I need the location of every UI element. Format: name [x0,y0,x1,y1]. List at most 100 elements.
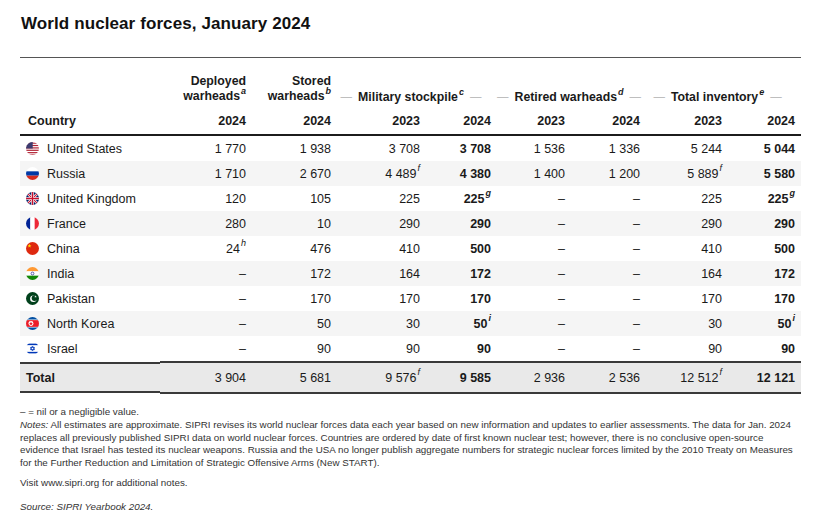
value-cell: 4 489f [331,161,420,186]
year-header: 2023 [640,108,722,135]
value-cell: 170 [331,286,420,311]
col-header-military-stockpile: — Military stockpilec — [331,58,491,109]
value-cell: – [160,311,246,336]
value-cell: 90 [420,336,491,362]
year-header: 2024 [246,108,331,135]
value-cell: – [565,311,640,336]
value-cell: 3 708 [331,135,420,161]
value-cell: 1 938 [246,135,331,161]
col-header-retired-warheads: —Retired warheadsd— [491,58,640,109]
footnote-marker: a [241,86,246,96]
dash-decoration: — [341,90,353,102]
dash-decoration: — [470,90,482,102]
country-cell: Russia [20,161,160,186]
table-row: Russia1 7102 6704 489f4 3801 4001 2005 8… [20,161,801,186]
value-cell: 476 [246,236,331,261]
source-note: Source: SIPRI Yearbook 2024. [20,501,801,513]
country-cell: Israel [20,336,160,361]
value-cell: 290 [331,211,420,236]
value-cell: 90 [246,336,331,362]
value-cell: 1 536 [491,135,565,161]
value-cell: 225 [640,186,722,211]
value-cell: – [491,261,565,286]
value-cell: 105 [246,186,331,211]
year-header: 2024 [565,108,640,135]
page: World nuclear forces, January 2024 Deplo… [0,0,820,514]
deployed-line1: Deployed [191,74,246,88]
value-cell: – [160,336,246,362]
country-name: Pakistan [47,292,95,306]
value-cell: – [491,336,565,362]
value-cell: 90 [640,336,722,362]
value-cell: 120 [160,186,246,211]
footnote-marker: c [459,87,464,97]
value-cell: 90 [722,336,801,362]
flag-us-icon [26,142,39,155]
value-cell: 2 936 [491,362,565,393]
value-cell: – [160,261,246,286]
value-cell: – [565,261,640,286]
value-cell: 50 [246,311,331,336]
value-cell: 225 [331,186,420,211]
value-cell: 500 [722,236,801,261]
value-cell: 1 200 [565,161,640,186]
country-name: Russia [47,167,85,181]
nuclear-forces-table: Deployed warheadsa Stored warheadsb —Mil… [20,57,801,394]
value-cell: 12 512f [640,362,722,393]
flag-il-icon [26,342,39,355]
footnote-marker: f [720,163,723,173]
value-cell: 170 [722,286,801,311]
value-cell: 30 [640,311,722,336]
footnotes: – = nil or a negligible value. Notes: Al… [20,406,801,514]
value-cell: 50i [722,311,801,336]
value-cell: 164 [640,261,722,286]
military-stockpile-label: Military stockpile [358,90,458,104]
notes-paragraph: Notes: All estimates are approximate. SI… [20,419,801,469]
dash-decoration: — [630,90,642,102]
country-name: Israel [47,342,78,356]
dash-decoration: — [653,90,665,102]
country-name: United States [47,142,122,156]
value-cell: – [565,336,640,362]
dash-decoration: — [770,90,782,102]
country-name: France [47,217,86,231]
value-cell: 1 770 [160,135,246,161]
footnote-marker: f [417,163,420,173]
value-cell: 30 [331,311,420,336]
value-cell: 290 [722,211,801,236]
country-cell: United States [20,136,160,161]
retired-warheads-label: Retired warheads [515,90,618,104]
country-name: China [47,242,80,256]
flag-ru-icon [26,167,39,180]
table-body: United States1 7701 9383 7083 7081 5361 … [20,135,801,393]
year-header: 2023 [491,108,565,135]
value-cell: 290 [640,211,722,236]
country-column-header: Country [20,108,160,135]
country-cell: Pakistan [20,286,160,311]
value-cell: 170 [246,286,331,311]
dash-decoration: — [497,90,509,102]
value-cell: 1 400 [491,161,565,186]
notes-label: Notes: [20,419,48,430]
deployed-line2: warheads [183,89,240,103]
table-row: France28010290290––290290 [20,211,801,236]
value-cell: 5 580 [722,161,801,186]
value-cell: 9 585 [420,362,491,393]
table-row: North Korea–503050i––3050i [20,311,801,336]
visit-note: Visit www.sipri.org for additional notes… [20,477,801,489]
year-header: 2023 [331,108,420,135]
country-name: India [47,267,74,281]
value-cell: 410 [640,236,722,261]
country-cell: United Kingdom [20,186,160,211]
year-header-row: Country 2024 2024 2023 2024 2023 2024 20… [20,108,801,135]
value-cell: 3 904 [160,362,246,393]
value-cell: – [491,211,565,236]
year-header: 2024 [160,108,246,135]
value-cell: – [565,286,640,311]
country-cell: India [20,261,160,286]
value-cell: – [565,211,640,236]
footnote-marker: g [790,188,796,198]
country-name: North Korea [47,317,114,331]
value-cell: 5 681 [246,362,331,393]
country-cell: France [20,211,160,236]
